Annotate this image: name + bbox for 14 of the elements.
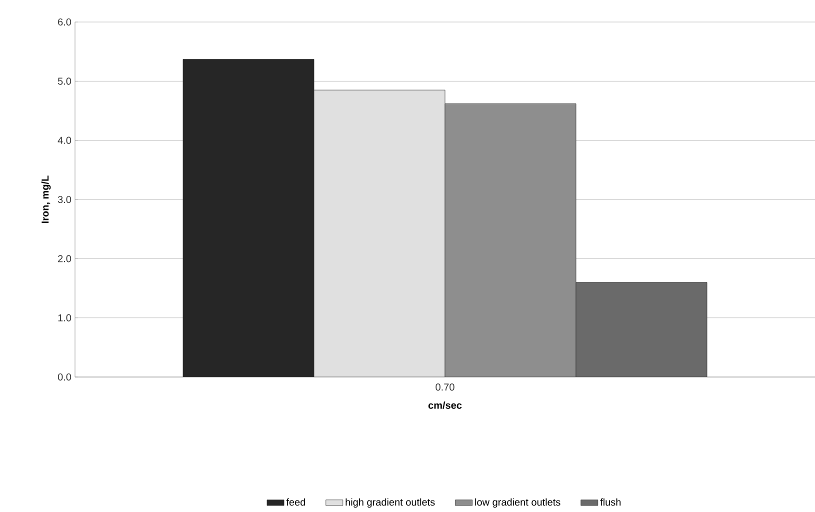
legend-label: high gradient outlets (346, 498, 435, 508)
y-tick-label: 0.0 (58, 373, 72, 381)
y-tick-label: 3.0 (58, 196, 72, 204)
y-tick-label: 5.0 (58, 78, 72, 85)
y-tick-label: 1.0 (58, 314, 72, 322)
legend-label: flush (600, 498, 621, 506)
y-tick-label: 4.0 (58, 136, 72, 144)
y-axis-title: Iron, mg/L (41, 176, 51, 223)
legend-label: low gradient outlets (475, 498, 560, 508)
y-tick-label: 2.0 (58, 255, 72, 262)
x-tick-label: 0.70 (436, 384, 454, 391)
y-tick-label: 6.0 (58, 18, 72, 26)
x-axis-title: cm/sec (428, 401, 462, 409)
legend-label: feed (286, 498, 306, 506)
